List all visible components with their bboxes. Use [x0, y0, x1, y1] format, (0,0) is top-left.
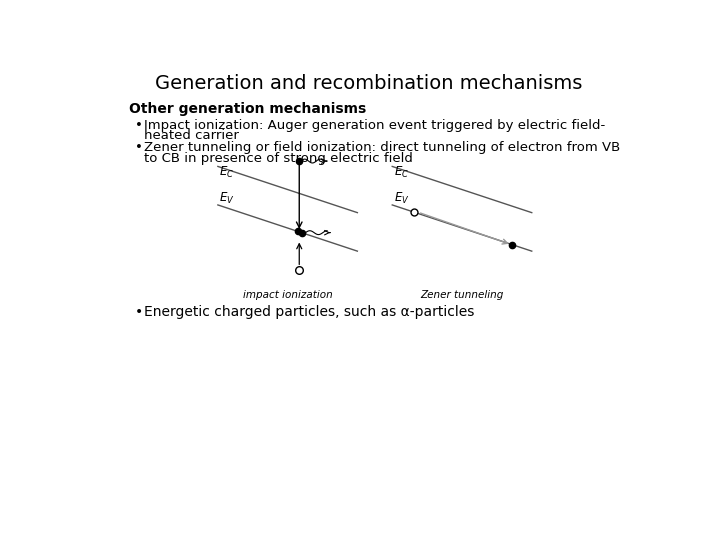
Text: •: • — [135, 119, 143, 132]
Text: Zener tunneling or field ionization: direct tunneling of electron from VB: Zener tunneling or field ionization: dir… — [144, 141, 621, 154]
Text: •: • — [135, 141, 143, 154]
Text: $E_V$: $E_V$ — [394, 191, 410, 206]
Text: $E_C$: $E_C$ — [220, 165, 235, 180]
Text: Energetic charged particles, such as α-particles: Energetic charged particles, such as α-p… — [144, 305, 474, 319]
Text: $E_V$: $E_V$ — [220, 191, 235, 206]
Text: heated carrier: heated carrier — [144, 130, 239, 143]
Text: $E_C$: $E_C$ — [394, 165, 409, 180]
Text: Zener tunneling: Zener tunneling — [420, 289, 504, 300]
Text: to CB in presence of strong electric field: to CB in presence of strong electric fie… — [144, 152, 413, 165]
Text: Impact ionization: Auger generation event triggered by electric field-: Impact ionization: Auger generation even… — [144, 119, 606, 132]
Text: •: • — [135, 305, 143, 319]
Text: Other generation mechanisms: Other generation mechanisms — [129, 102, 366, 116]
Text: impact ionization: impact ionization — [243, 289, 333, 300]
Text: Generation and recombination mechanisms: Generation and recombination mechanisms — [156, 74, 582, 93]
